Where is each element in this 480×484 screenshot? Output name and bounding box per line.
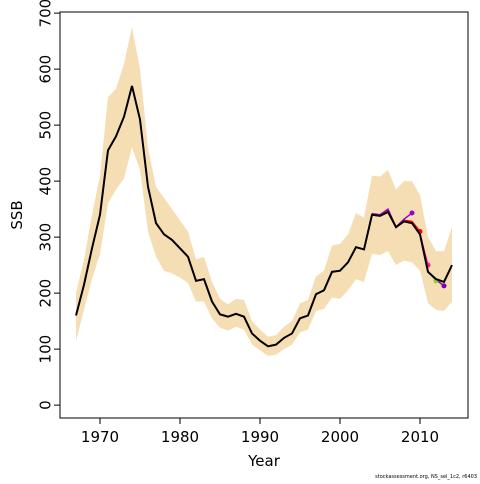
y-tick-label: 200: [37, 279, 55, 308]
x-tick-label: 1990: [241, 428, 279, 446]
x-axis-label: Year: [247, 452, 281, 470]
y-tick-label: 0: [37, 400, 55, 410]
y-axis-label: SSB: [8, 200, 26, 229]
confidence-band: [76, 27, 452, 356]
plot-frame: [59, 11, 469, 419]
x-tick-label: 2010: [401, 428, 439, 446]
y-tick-label: 100: [37, 335, 55, 364]
end-point: [409, 210, 415, 216]
x-tick-label: 2000: [321, 428, 359, 446]
ssb-line: [75, 85, 453, 348]
y-tick-label: 300: [37, 223, 55, 252]
y-tick-label: 400: [37, 167, 55, 196]
y-tick-label: 500: [37, 111, 55, 140]
y-tick-label: 600: [37, 55, 55, 84]
x-tick-label: 1980: [161, 428, 199, 446]
footnote: stockassessment.org, NS_sel_1c2, r6403: [375, 474, 477, 480]
y-tick-label: 700: [37, 0, 55, 27]
end-point: [441, 283, 447, 289]
x-tick-label: 1970: [81, 428, 119, 446]
